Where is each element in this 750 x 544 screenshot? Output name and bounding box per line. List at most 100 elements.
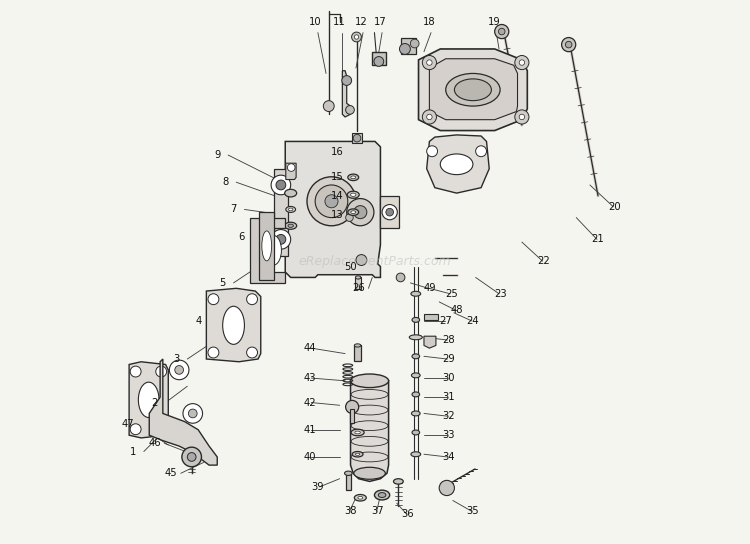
Polygon shape [424,336,436,348]
Circle shape [170,360,189,380]
Circle shape [175,366,184,374]
Circle shape [396,273,405,282]
Ellipse shape [351,211,355,214]
Circle shape [422,55,436,70]
Circle shape [346,199,374,226]
Polygon shape [380,196,400,228]
Circle shape [440,480,454,496]
Text: 22: 22 [537,256,550,266]
Text: 46: 46 [148,438,161,448]
Circle shape [325,195,338,208]
Polygon shape [342,71,350,117]
Ellipse shape [356,453,360,455]
Circle shape [276,234,286,244]
Text: 11: 11 [333,17,346,27]
Text: 36: 36 [401,509,414,519]
Text: 7: 7 [230,205,237,214]
Ellipse shape [412,373,420,378]
Circle shape [307,177,356,226]
Text: 6: 6 [238,232,245,242]
Circle shape [130,366,141,377]
Text: 23: 23 [494,289,506,299]
Circle shape [427,146,437,157]
Ellipse shape [412,317,419,322]
Circle shape [354,35,358,39]
Text: 42: 42 [304,398,316,407]
Ellipse shape [262,231,272,261]
Text: 5: 5 [220,278,226,288]
Circle shape [315,185,348,218]
Circle shape [247,294,257,305]
Circle shape [476,146,487,157]
Circle shape [354,206,367,219]
Text: 13: 13 [331,210,344,220]
Circle shape [427,60,432,65]
Text: 17: 17 [374,17,387,27]
Ellipse shape [265,236,281,265]
Circle shape [352,32,362,42]
Polygon shape [149,359,217,465]
Text: 50: 50 [344,262,357,271]
Text: 8: 8 [222,177,229,187]
Ellipse shape [351,429,364,436]
Ellipse shape [352,452,363,457]
Bar [372,52,386,65]
Circle shape [374,57,384,66]
Text: 12: 12 [355,17,368,27]
Circle shape [346,214,353,221]
Polygon shape [350,381,388,481]
Ellipse shape [223,306,245,344]
Circle shape [427,114,432,120]
Text: 44: 44 [304,343,316,353]
Text: 32: 32 [442,411,454,421]
Text: 41: 41 [304,425,316,435]
Text: 18: 18 [423,17,436,27]
Ellipse shape [440,154,473,175]
Polygon shape [427,135,489,193]
Circle shape [514,55,529,70]
Text: 25: 25 [445,289,458,299]
Text: 31: 31 [442,392,454,402]
Ellipse shape [411,292,421,296]
Polygon shape [129,362,168,438]
Text: 40: 40 [304,452,316,462]
Circle shape [353,134,361,142]
Text: 39: 39 [311,482,324,492]
Text: 45: 45 [165,468,177,478]
Polygon shape [286,163,296,180]
Text: 27: 27 [440,316,452,326]
Ellipse shape [347,191,359,199]
Text: 37: 37 [371,506,384,516]
Ellipse shape [394,479,404,484]
Circle shape [566,41,572,48]
Text: 16: 16 [331,147,344,157]
Ellipse shape [285,222,297,230]
Text: 26: 26 [352,283,365,293]
Polygon shape [285,141,380,277]
Bar [424,314,437,320]
Polygon shape [260,212,274,280]
Polygon shape [274,169,288,256]
Ellipse shape [356,276,361,279]
Circle shape [247,347,257,358]
Text: 33: 33 [442,430,454,440]
Circle shape [346,400,358,413]
Text: 30: 30 [442,373,454,383]
Ellipse shape [354,344,361,347]
Ellipse shape [454,79,491,101]
Bar [346,473,351,490]
Text: 47: 47 [122,419,134,429]
Ellipse shape [348,209,358,215]
Ellipse shape [374,490,390,500]
Ellipse shape [412,392,419,397]
Circle shape [519,114,524,120]
Text: 2: 2 [152,398,157,407]
Ellipse shape [348,174,358,181]
Circle shape [208,347,219,358]
Ellipse shape [446,73,500,106]
Circle shape [356,255,367,265]
Bar [350,409,354,423]
Text: 20: 20 [608,202,621,212]
Circle shape [130,424,141,435]
Circle shape [400,44,410,54]
